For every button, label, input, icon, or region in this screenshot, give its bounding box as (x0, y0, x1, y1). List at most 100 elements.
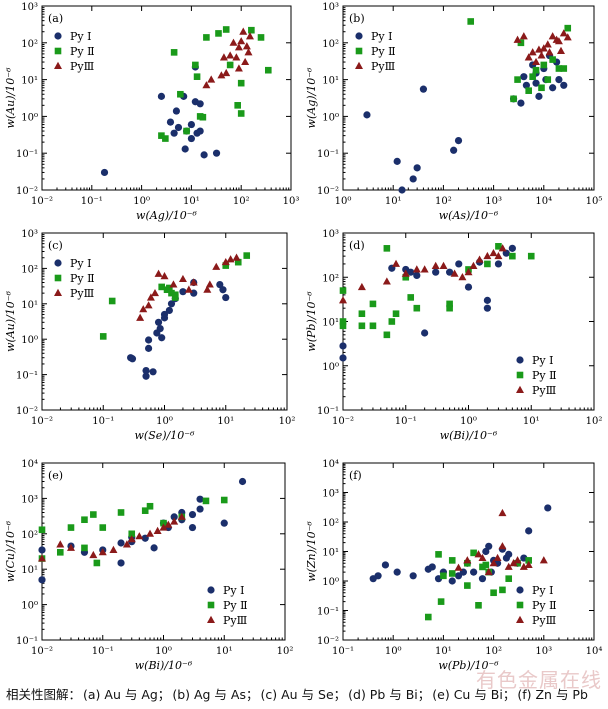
data-point (98, 548, 107, 556)
y-tick-label: 10¹ (322, 76, 339, 87)
data-point (243, 252, 251, 259)
x-tick-label: 10² (485, 646, 502, 657)
data-point (216, 280, 224, 289)
caption-prefix: 相关性图解： (6, 687, 82, 702)
data-point (498, 542, 507, 550)
data-point (162, 135, 169, 142)
y-axis-label: w(Au)/10⁻⁶ (4, 67, 17, 129)
chart-panel-c: 10⁻² 10⁻¹ 10⁰ 10¹ 10² 10⁻² 10⁻¹ 10⁰ 10¹ 10² 10³ w(S… (4, 229, 295, 442)
data-point (431, 261, 440, 269)
plot-frame (41, 462, 286, 641)
data-point (358, 322, 366, 330)
legend-label: Py Ⅰ (223, 584, 244, 597)
x-tick-label: 10⁰ (385, 646, 402, 657)
y-axis-label: w(Cu)/10⁻⁶ (4, 520, 17, 582)
data-point (475, 602, 482, 609)
data-point (90, 511, 97, 518)
data-point (548, 32, 557, 40)
legend: Py Ⅰ Py Ⅱ PyⅢ (54, 257, 95, 300)
x-tick-label: 10¹ (216, 646, 233, 657)
data-point (392, 259, 401, 267)
data-point (38, 576, 46, 584)
legend-marker (207, 615, 215, 623)
data-point (401, 269, 410, 277)
data-point (196, 495, 204, 503)
data-point (160, 519, 167, 527)
x-tick-label: 10² (435, 196, 452, 207)
data-point (139, 305, 148, 313)
data-point (109, 545, 118, 553)
data-point (369, 322, 377, 330)
data-point (495, 243, 502, 250)
data-point (177, 90, 184, 98)
data-point (100, 168, 109, 177)
data-point (470, 568, 478, 576)
data-point (170, 517, 179, 525)
data-point (525, 87, 532, 94)
y-tick-label: 10⁻² (317, 636, 339, 647)
data-point (540, 61, 548, 69)
y-tick-label: 10⁻¹ (16, 636, 38, 647)
data-point (464, 268, 473, 276)
data-point (144, 336, 153, 344)
data-point (339, 318, 347, 325)
data-point (560, 65, 568, 72)
legend-label: Py Ⅰ (70, 30, 91, 43)
data-point (81, 516, 88, 524)
data-point (226, 61, 234, 69)
data-point (555, 65, 563, 72)
legend-marker (516, 615, 524, 623)
data-point (136, 313, 145, 321)
data-point (493, 553, 502, 562)
data-point (167, 300, 176, 308)
legend-label: PyⅢ (532, 614, 556, 627)
data-point (192, 61, 199, 69)
data-point (181, 145, 189, 153)
data-point (153, 526, 162, 534)
data-point (413, 271, 421, 280)
data-point (538, 84, 545, 92)
data-point (448, 577, 456, 585)
legend-label: Py Ⅰ (532, 354, 553, 367)
data-point (458, 273, 467, 281)
data-point (437, 598, 445, 605)
x-axis-label: w(Bi)/10⁻⁶ (135, 659, 193, 672)
data-point (525, 527, 533, 535)
data-point (146, 293, 155, 301)
data-point (189, 278, 198, 286)
x-tick-label: 10³ (535, 646, 552, 657)
data-point (66, 543, 75, 551)
plot-frame (342, 232, 595, 411)
data-point (513, 556, 522, 564)
legend-marker (355, 61, 363, 69)
y-tick-label: 10⁰ (21, 335, 38, 346)
series-1 (127, 278, 230, 380)
data-point (412, 265, 421, 273)
data-point (517, 99, 525, 107)
data-point (560, 81, 568, 89)
legend-label: PyⅢ (371, 60, 395, 73)
data-point (494, 260, 503, 268)
data-point (135, 532, 144, 540)
data-point (174, 123, 183, 132)
data-point (245, 32, 254, 40)
x-tick-label: 10⁴ (535, 196, 552, 207)
y-tick-label: 10¹ (21, 565, 38, 576)
x-tick-label: 10¹ (217, 416, 234, 427)
y-tick-label: 10⁻¹ (317, 149, 339, 160)
data-point (537, 51, 546, 59)
data-point (519, 562, 528, 570)
data-point (221, 257, 230, 266)
x-tick-label: 10⁻² (31, 416, 53, 427)
y-tick-label: 10⁴ (21, 459, 38, 470)
caption-item-d: (d) Pb 与 Bi； (348, 687, 431, 702)
y-tick-label: 10² (21, 530, 38, 541)
legend-label: Py Ⅱ (70, 45, 95, 58)
data-point (514, 76, 521, 83)
data-point (56, 549, 64, 556)
data-point (478, 553, 487, 562)
legend-label: Py Ⅱ (70, 272, 95, 285)
data-point (454, 563, 463, 571)
data-point (117, 559, 125, 567)
data-point (519, 32, 528, 40)
